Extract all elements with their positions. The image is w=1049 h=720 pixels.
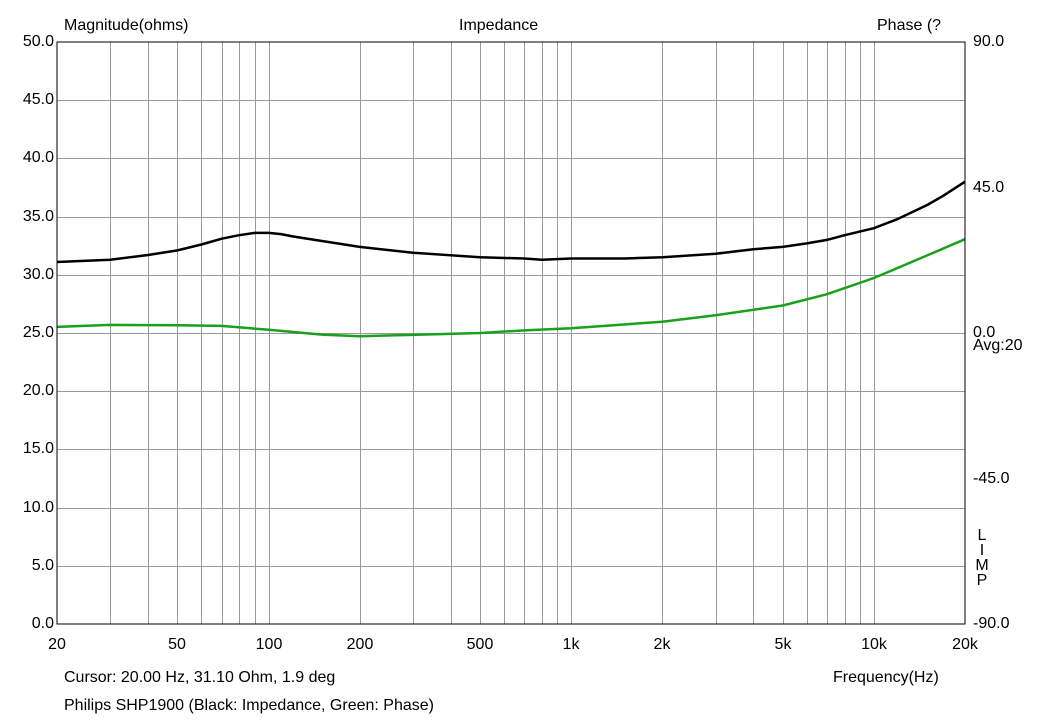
y-left-tick-label: 20.0 <box>22 382 54 399</box>
plot-frame <box>56 41 966 625</box>
y-left-tick-label: 45.0 <box>22 91 54 108</box>
limp-letter: I <box>979 542 985 559</box>
x-tick-label: 1k <box>562 636 580 653</box>
y-left-tick-label: 5.0 <box>31 557 54 574</box>
x-tick-label: 500 <box>466 636 494 653</box>
y-left-tick-label: 35.0 <box>22 208 54 225</box>
limp-letter: P <box>976 572 988 589</box>
y-right-tick-label: 0.0 <box>973 324 996 341</box>
y-right-tick-label: -90.0 <box>973 615 1010 632</box>
chart-title: Impedance <box>459 17 539 34</box>
y-left-tick-label: 0.0 <box>31 615 54 632</box>
y-right-tick-label: 90.0 <box>973 33 1005 50</box>
y-axis-right-label: Phase (? <box>877 17 942 34</box>
y-right-tick-label: -45.0 <box>973 470 1010 487</box>
average-label: Avg:20 <box>973 337 1023 354</box>
grid-lines <box>57 42 965 624</box>
cursor-readout: Cursor: 20.00 Hz, 31.10 Ohm, 1.9 deg <box>64 669 336 686</box>
y-left-tick-label: 15.0 <box>22 440 54 457</box>
y-left-tick-label: 40.0 <box>22 149 54 166</box>
x-tick-label: 100 <box>255 636 283 653</box>
limp-letter: M <box>975 557 989 574</box>
x-tick-label: 5k <box>774 636 792 653</box>
x-axis-label: Frequency(Hz) <box>833 669 939 686</box>
y-left-tick-label: 10.0 <box>22 499 54 516</box>
y-axis-left-label: Magnitude(ohms) <box>64 17 189 34</box>
y-left-tick-label: 30.0 <box>22 266 54 283</box>
x-tick-label: 200 <box>346 636 374 653</box>
y-left-tick-label: 50.0 <box>22 33 54 50</box>
x-tick-label: 50 <box>168 636 186 653</box>
x-tick-label: 10k <box>861 636 887 653</box>
plot-curves <box>56 180 966 338</box>
y-left-tick-label: 25.0 <box>22 324 54 341</box>
x-tick-label: 2k <box>653 636 671 653</box>
chart-caption: Philips SHP1900 (Black: Impedance, Green… <box>64 697 434 714</box>
impedance-curve <box>56 180 966 264</box>
y-right-tick-label: 45.0 <box>973 179 1005 196</box>
x-tick-label: 20k <box>952 636 978 653</box>
phase-curve <box>56 238 966 338</box>
x-tick-label: 20 <box>48 636 66 653</box>
limp-letter: L <box>977 527 987 544</box>
